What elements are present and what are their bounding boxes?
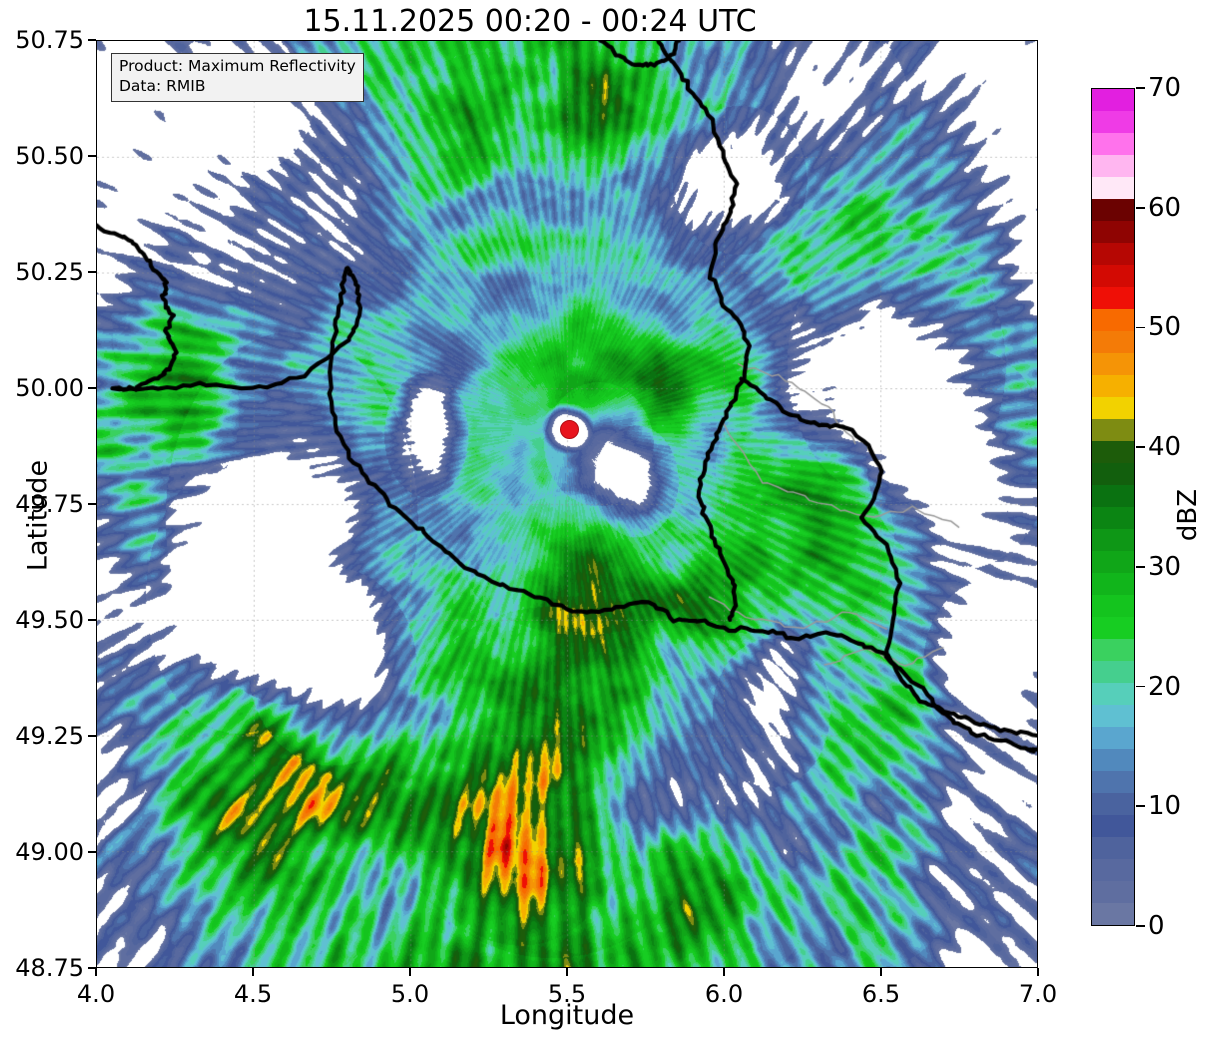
y-axis-tick — [88, 967, 96, 969]
colorbar-band — [1092, 485, 1134, 507]
colorbar-band — [1092, 815, 1134, 837]
colorbar-tick-label: 10 — [1148, 791, 1182, 822]
colorbar-band — [1092, 837, 1134, 859]
colorbar-tick — [1136, 206, 1145, 209]
colorbar-band — [1092, 507, 1134, 529]
colorbar-band — [1092, 221, 1134, 243]
colorbar-band — [1092, 859, 1134, 881]
colorbar-tick-label: 60 — [1148, 192, 1182, 223]
colorbar-band — [1092, 727, 1134, 749]
colorbar-tick — [1136, 805, 1145, 808]
colorbar-band — [1092, 551, 1134, 573]
colorbar-tick-label: 40 — [1148, 432, 1182, 463]
x-axis-tick — [566, 968, 568, 976]
colorbar-tick — [1136, 446, 1145, 448]
x-axis-title: Longitude — [499, 1000, 635, 1031]
colorbar-band — [1092, 309, 1134, 331]
y-axis-tick-label: 48.75 — [15, 954, 84, 982]
colorbar-tick-label: 0 — [1148, 911, 1165, 941]
x-axis-tick-label: 6.5 — [861, 980, 901, 1008]
colorbar-band — [1092, 771, 1134, 793]
y-axis-tick — [88, 155, 96, 157]
y-axis-tick — [88, 503, 96, 505]
x-axis-tick — [723, 968, 725, 976]
colorbar-band — [1092, 683, 1134, 705]
colorbar-title: dBZ — [1173, 488, 1203, 542]
colorbar-band — [1092, 881, 1134, 903]
colorbar-tick-label: 20 — [1148, 671, 1182, 702]
colorbar-band — [1092, 529, 1134, 551]
page-title: 15.11.2025 00:20 - 00:24 UTC — [303, 4, 757, 39]
colorbar-band — [1092, 243, 1134, 265]
colorbar-tick-label: 70 — [1148, 73, 1182, 103]
y-axis-tick-label: 50.50 — [15, 142, 84, 170]
colorbar-tick-label: 30 — [1148, 551, 1182, 582]
colorbar-band — [1092, 639, 1134, 661]
y-axis-tick — [88, 851, 96, 853]
y-axis-tick-label: 49.75 — [15, 490, 84, 518]
y-axis-tick — [88, 271, 96, 273]
colorbar-band — [1092, 265, 1134, 287]
colorbar-tick — [1136, 925, 1145, 927]
colorbar-band — [1092, 177, 1134, 199]
colorbar-band — [1092, 617, 1134, 639]
colorbar-tick — [1136, 87, 1145, 89]
colorbar-tick-label: 50 — [1148, 312, 1182, 343]
y-axis-tick-label: 49.50 — [15, 606, 84, 634]
x-axis-tick-label: 4.0 — [76, 980, 116, 1008]
x-axis-tick-label: 7.0 — [1018, 980, 1058, 1008]
y-axis-tick-label: 50.75 — [15, 26, 84, 54]
colorbar-band — [1092, 463, 1134, 485]
colorbar-band — [1092, 749, 1134, 771]
colorbar-tick — [1136, 326, 1145, 329]
colorbar-band — [1092, 199, 1134, 221]
y-axis-tick-label: 49.25 — [15, 722, 84, 750]
x-axis-tick-label: 4.5 — [233, 980, 273, 1008]
radar-site-marker — [559, 419, 579, 439]
y-axis-tick — [88, 735, 96, 737]
x-axis-tick — [1037, 968, 1039, 976]
x-axis-tick — [880, 968, 882, 976]
x-axis-tick — [95, 968, 97, 976]
product-info-box: Product: Maximum Reflectivity Data: RMIB — [111, 53, 364, 102]
x-axis-tick-label: 6.0 — [704, 980, 744, 1008]
colorbar-band — [1092, 155, 1134, 177]
colorbar-band — [1092, 331, 1134, 353]
y-axis-tick — [88, 39, 96, 41]
colorbar-band — [1092, 111, 1134, 133]
colorbar-tick — [1136, 685, 1145, 688]
y-axis-tick-label: 50.00 — [15, 374, 84, 402]
radar-reflectivity-field — [97, 41, 1037, 967]
colorbar-band — [1092, 133, 1134, 155]
colorbar-band — [1092, 573, 1134, 595]
info-data-line: Data: RMIB — [119, 76, 206, 95]
colorbar-band — [1092, 793, 1134, 815]
x-axis-tick — [252, 968, 254, 976]
colorbar-band — [1092, 287, 1134, 309]
x-axis-tick-label: 5.5 — [547, 980, 587, 1008]
x-axis-tick — [409, 968, 411, 976]
reflectivity-colorbar — [1091, 88, 1135, 926]
y-axis-tick-label: 50.25 — [15, 258, 84, 286]
x-axis-tick-label: 5.0 — [390, 980, 430, 1008]
colorbar-band — [1092, 903, 1134, 925]
y-axis-tick-label: 49.00 — [15, 838, 84, 866]
colorbar-band — [1092, 661, 1134, 683]
colorbar-band — [1092, 353, 1134, 375]
colorbar-band — [1092, 705, 1134, 727]
colorbar-band — [1092, 595, 1134, 617]
radar-map-plot-area: Product: Maximum Reflectivity Data: RMIB — [96, 40, 1038, 968]
colorbar-band — [1092, 441, 1134, 463]
colorbar-band — [1092, 397, 1134, 419]
y-axis-tick — [88, 387, 96, 389]
y-axis-tick — [88, 619, 96, 621]
colorbar-tick — [1136, 566, 1145, 568]
colorbar-band — [1092, 375, 1134, 397]
info-product-line: Product: Maximum Reflectivity — [119, 57, 356, 75]
colorbar-band — [1092, 89, 1134, 111]
colorbar-band — [1092, 419, 1134, 441]
